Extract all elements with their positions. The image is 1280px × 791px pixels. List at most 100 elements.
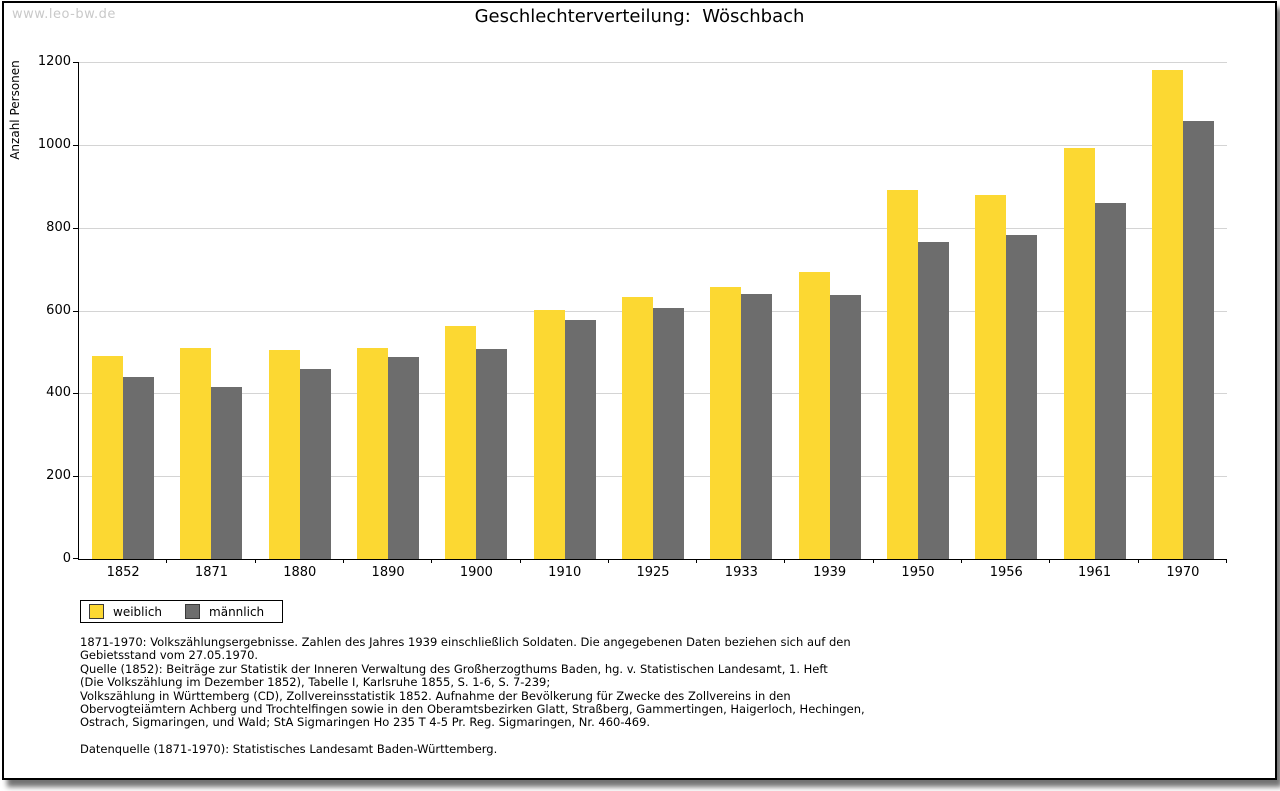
x-axis-tick-6 xyxy=(607,559,609,563)
x-tick-label-1961: 1961 xyxy=(1078,565,1112,580)
x-axis-tick-1 xyxy=(166,559,168,563)
bar-group-1933 xyxy=(697,62,785,559)
watermark: www.leo-bw.de xyxy=(12,7,116,22)
bar-group-1939 xyxy=(786,62,874,559)
legend-label-maennlich: männlich xyxy=(209,604,265,619)
bar-group-1852 xyxy=(79,62,167,559)
x-tick-label-1890: 1890 xyxy=(371,565,405,580)
bar-männlich-1871 xyxy=(211,387,243,559)
x-tick-label-1970: 1970 xyxy=(1166,565,1200,580)
bar-weiblich-1970 xyxy=(1151,70,1183,559)
bar-männlich-1852 xyxy=(123,376,155,559)
bar-männlich-1939 xyxy=(829,295,861,559)
x-axis-tick-12 xyxy=(1137,559,1139,563)
x-tick-label-1939: 1939 xyxy=(813,565,847,580)
x-tick-label-1880: 1880 xyxy=(283,565,317,580)
bar-weiblich-1956 xyxy=(975,194,1007,559)
bar-weiblich-1871 xyxy=(180,347,212,559)
x-axis-tick-3 xyxy=(342,559,344,563)
x-axis-tick-11 xyxy=(1049,559,1051,563)
x-tick-label-1871: 1871 xyxy=(194,565,229,580)
footnote-line-5: Volkszählung in Württemberg (CD), Zollve… xyxy=(80,688,791,703)
x-axis-tick-10 xyxy=(961,559,963,563)
bar-männlich-1880 xyxy=(299,369,331,559)
bar-männlich-1925 xyxy=(653,308,685,559)
y-tick-label-600: 600 xyxy=(46,302,71,318)
y-tick-label-1000: 1000 xyxy=(37,136,71,152)
bar-männlich-1950 xyxy=(917,242,949,559)
footnote-line-3: Quelle (1852): Beiträge zur Statistik de… xyxy=(80,661,828,676)
gridline-800 xyxy=(79,227,1227,229)
y-axis-tick-0 xyxy=(73,558,78,559)
y-tick-label-200: 200 xyxy=(46,468,71,484)
gridline-1200 xyxy=(79,62,1227,63)
bar-männlich-1910 xyxy=(564,320,596,559)
x-tick-label-1910: 1910 xyxy=(548,565,582,580)
bar-männlich-1890 xyxy=(388,357,420,559)
bar-männlich-1933 xyxy=(741,294,773,559)
y-axis-tick-800 xyxy=(73,227,78,229)
legend-item-maennlich: männlich xyxy=(185,604,264,619)
bar-group-1961 xyxy=(1050,62,1138,559)
bar-group-1910 xyxy=(521,62,609,559)
page-title: Geschlechterverteilung: Wöschbach xyxy=(474,6,805,27)
x-tick-label-1925: 1925 xyxy=(636,565,670,580)
bar-weiblich-1950 xyxy=(886,190,918,559)
bar-group-1956 xyxy=(962,62,1050,559)
footnote-line-4: (Die Volkszählung im Dezember 1852), Tab… xyxy=(80,675,551,690)
x-axis-tick-4 xyxy=(431,559,433,563)
y-tick-label-0: 0 xyxy=(62,551,71,566)
footnote-line-6: Obervogteiämtern Achberg und Trochtelfin… xyxy=(80,702,865,717)
bars-container xyxy=(79,62,1227,559)
footnotes: 1871-1970: Volkszählungsergebnisse. Zahl… xyxy=(80,635,910,757)
y-axis-tick-600 xyxy=(73,310,78,312)
y-tick-label-1200: 1200 xyxy=(37,54,71,69)
footnote-line-1: 1871-1970: Volkszählungsergebnisse. Zahl… xyxy=(80,635,851,649)
x-tick-label-1852: 1852 xyxy=(106,565,140,580)
bar-männlich-1900 xyxy=(476,349,508,559)
legend-label-weiblich: weiblich xyxy=(113,604,163,619)
y-tick-label-400: 400 xyxy=(46,385,71,401)
bar-weiblich-1852 xyxy=(92,356,124,559)
legend-item-weiblich: weiblich xyxy=(89,604,162,619)
x-axis-labels: 1852 1871 1880 1890 1900 1910 1925 1933 1939 1950… xyxy=(79,565,1227,580)
bar-group-1871 xyxy=(167,62,255,559)
x-tick-label-1900: 1900 xyxy=(459,565,493,580)
footnote-line-8 xyxy=(80,730,910,743)
y-tick-label-800: 800 xyxy=(46,219,71,235)
legend-swatch-1 xyxy=(185,604,201,619)
gridline-1000 xyxy=(79,144,1227,146)
plot-area: 1852 1871 1880 1890 1900 1910 1925 1933 1939 1950… xyxy=(38,54,1227,580)
bar-weiblich-1925 xyxy=(622,296,654,559)
x-axis-tick-5 xyxy=(519,559,521,563)
bar-männlich-1970 xyxy=(1182,120,1214,559)
legend-swatch-0 xyxy=(89,604,104,619)
bar-group-1970 xyxy=(1139,62,1227,559)
bar-group-1900 xyxy=(432,62,520,559)
bar-weiblich-1910 xyxy=(533,309,565,559)
y-axis-tick-200 xyxy=(73,476,78,478)
footnote-line-9: Datenquelle (1871-1970): Statistisches L… xyxy=(80,742,498,757)
bar-weiblich-1939 xyxy=(798,271,830,559)
x-axis-tick-2 xyxy=(254,559,256,563)
legend: weiblich männlich xyxy=(80,600,284,623)
footnote-line-2: Gebietsstand vom 27.05.1970. xyxy=(80,648,259,663)
y-axis-tick-1200 xyxy=(73,62,78,63)
bar-männlich-1961 xyxy=(1094,202,1126,559)
bar-weiblich-1890 xyxy=(357,347,389,559)
x-axis-tick-9 xyxy=(872,559,874,563)
bar-group-1925 xyxy=(609,62,697,559)
bar-weiblich-1933 xyxy=(710,286,742,559)
bar-weiblich-1880 xyxy=(268,349,300,559)
bar-weiblich-1961 xyxy=(1063,148,1095,559)
bar-group-1880 xyxy=(256,62,344,559)
y-axis-tick-1000 xyxy=(73,144,78,146)
x-axis-tick-13 xyxy=(1226,559,1227,563)
bar-group-1950 xyxy=(874,62,962,559)
bar-weiblich-1900 xyxy=(445,325,477,559)
x-tick-label-1933: 1933 xyxy=(724,565,758,580)
bar-group-1890 xyxy=(344,62,432,559)
x-tick-label-1956: 1956 xyxy=(989,565,1023,580)
bar-männlich-1956 xyxy=(1006,234,1038,559)
